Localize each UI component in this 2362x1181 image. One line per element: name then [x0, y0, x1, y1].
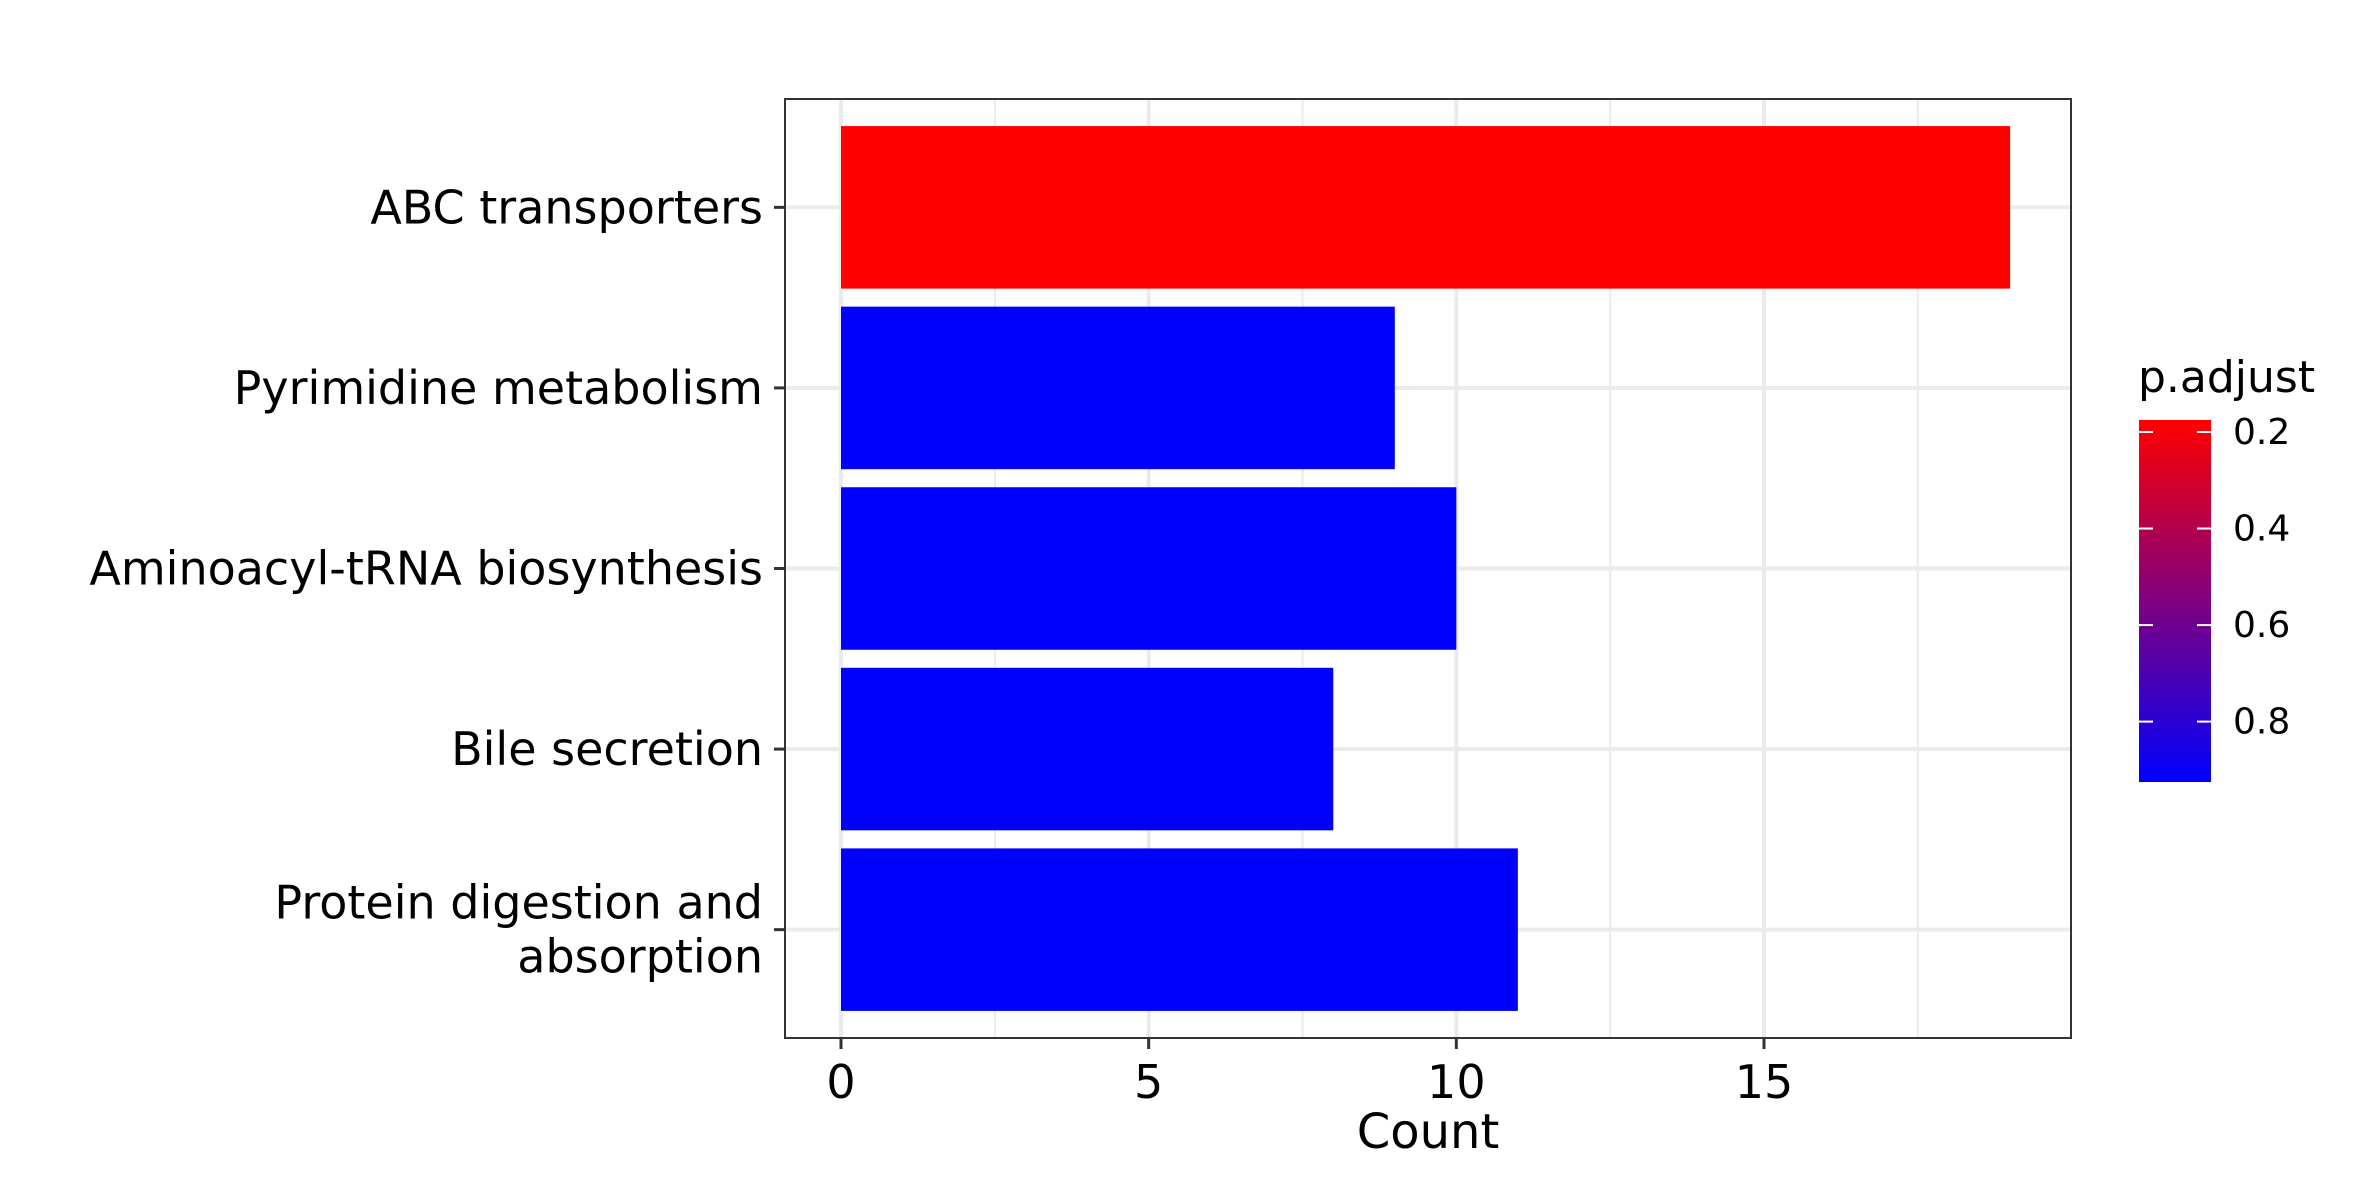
x-axis-title: Count — [1357, 1104, 1500, 1160]
bar — [841, 487, 1457, 650]
y-tick-label: Aminoacyl-tRNA biosynthesis — [89, 542, 763, 596]
bar — [841, 667, 1334, 831]
legend-ticks: 0.2 0.4 0.6 0.8 — [2139, 412, 2290, 743]
x-tick-label: 5 — [1134, 1055, 1163, 1109]
y-tick-label: ABC transporters — [370, 180, 763, 234]
x-tick-label: 0 — [826, 1055, 855, 1109]
legend-tick-label: 0.4 — [2233, 509, 2290, 550]
legend-tick-label: 0.8 — [2233, 702, 2290, 743]
bar — [841, 126, 2011, 289]
y-tick-label-line: Bile secretion — [451, 722, 763, 776]
bar — [841, 848, 1518, 1011]
y-tick-label: Protein digestion and absorption — [274, 876, 763, 984]
y-tick-label-line: Aminoacyl-tRNA biosynthesis — [89, 542, 763, 596]
legend-tick-label: 0.2 — [2233, 412, 2290, 453]
y-tick-label: Pyrimidine metabolism — [234, 361, 763, 415]
y-tick-label-line: absorption — [517, 930, 763, 984]
y-tick-label-line: Pyrimidine metabolism — [234, 361, 763, 415]
axes: ABC transporters Pyrimidine metabolism Ami… — [89, 180, 1793, 1109]
y-tick-label-line: ABC transporters — [370, 180, 763, 234]
bars — [841, 126, 2011, 1011]
bar — [841, 306, 1395, 470]
legend-title: p.adjust — [2138, 352, 2315, 403]
x-tick-label: 15 — [1735, 1055, 1794, 1109]
legend-colorbar — [2139, 420, 2211, 782]
y-tick-label-line: Protein digestion and — [274, 876, 763, 930]
y-tick-label: Bile secretion — [451, 722, 763, 776]
color-legend: p.adjust 0.2 0.4 0.6 0.8 — [2138, 352, 2315, 782]
x-tick-label: 10 — [1427, 1055, 1486, 1109]
legend-tick-label: 0.6 — [2233, 605, 2290, 646]
